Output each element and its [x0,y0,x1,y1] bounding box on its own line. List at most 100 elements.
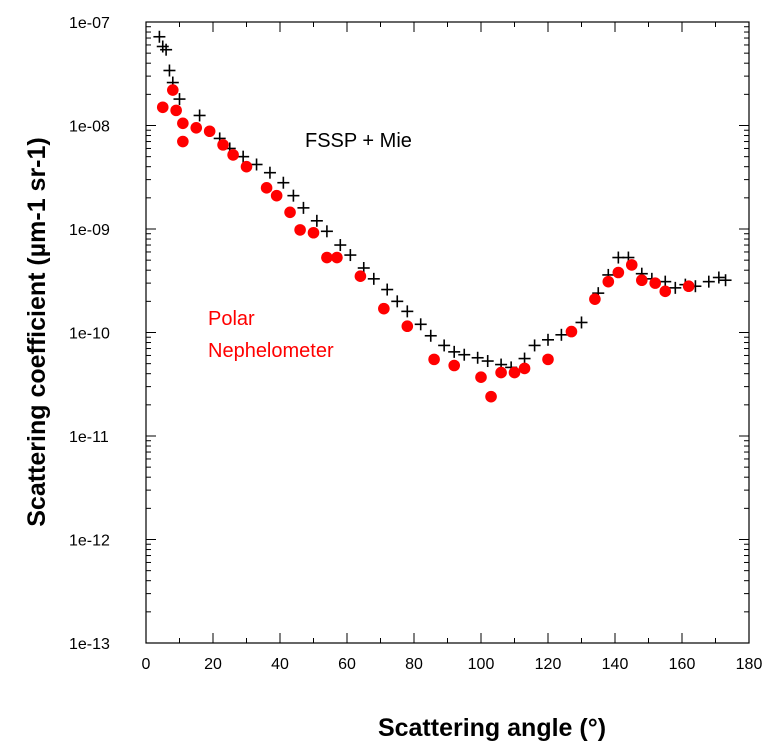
fssp-mie-point [471,351,484,364]
fssp-mie-point [334,239,347,252]
x-tick-label: 60 [338,656,356,673]
nephelometer-point [602,275,615,288]
fssp-mie-point [277,176,290,189]
x-tick-label: 100 [468,656,495,673]
x-ticks: 0 20 40 60 80 100 120 140 160 180 [142,22,762,673]
fssp-mie-point [458,348,471,361]
fssp-mie-point [297,201,310,214]
nephelometer-point [170,104,182,117]
fssp-mie-point [367,272,380,285]
annotation-polar: Polar [208,308,255,330]
plot-frame [145,21,750,644]
fssp-mie-point [163,64,176,77]
nephelometer-point [260,182,273,194]
fssp-mie-point [401,305,414,318]
fssp-mie-point [448,345,461,358]
y-tick-label: 1e-09 [69,222,110,239]
x-tick-label: 20 [204,656,222,673]
nephelometer-point [485,390,497,403]
nephelometer-point [354,270,367,282]
fssp-mie-point [612,251,625,264]
nephelometer-point [284,206,296,219]
fssp-mie-point [320,225,333,238]
nephelometer-point [448,359,461,372]
fssp-mie-point [391,295,404,308]
nephelometer-point [612,266,625,279]
nephelometer-point [495,366,507,379]
annotation-fssp-mie: FSSP + Mie [305,130,412,152]
x-tick-label: 120 [535,656,562,673]
nephelometer-point [682,280,695,293]
nephelometer-point [190,122,203,134]
nephelometer-point [270,189,283,202]
nephelometer-point [307,226,320,239]
fssp-mie-point [575,316,588,329]
nephelometer-point [203,125,216,138]
nephelometer-point [227,149,239,161]
nephelometer-point [428,353,440,366]
nephelometer-point [508,366,521,379]
nephelometer-point [331,251,343,264]
x-tick-label: 160 [669,656,696,673]
fssp-mie-point [160,43,173,56]
nephelometer-point [518,362,531,375]
nephelometer-point [625,259,638,271]
x-tick-label: 80 [405,656,423,673]
nephelometer-point [156,101,169,114]
nephelometer-point [294,224,306,236]
fssp-mie-point [263,166,276,179]
nephelometer-point [475,371,487,383]
nephelometer-point [401,320,414,333]
fssp-mie-point [518,352,531,365]
fssp-mie-point [153,30,166,43]
fssp-mie-point [555,328,568,341]
y-tick-label: 1e-08 [69,119,110,136]
fssp-mie-point [438,339,451,352]
nephelometer-point [589,293,601,305]
y-major-ticks: 1e-13 1e-12 1e-11 1e-10 1e-09 1e-08 1e-07 [69,15,749,653]
fssp-mie-series [153,30,732,374]
fssp-mie-point [719,274,732,287]
fssp-mie-point [381,283,394,296]
fssp-mie-point [528,339,541,352]
fssp-mie-point [287,189,300,202]
x-axis-title: Scattering angle (°) [378,714,606,742]
nephelometer-point [217,139,229,151]
fssp-mie-point [702,275,715,288]
y-axis-title: Scattering coefficient (µm-1 sr-1) [23,137,51,527]
nephelometer-point [636,274,648,287]
nephelometer-point [649,277,661,289]
fssp-mie-point [310,214,323,227]
nephelometer-point [659,285,672,298]
fssp-mie-point [712,271,725,284]
fssp-mie-point [542,333,554,346]
nephelometer-point [167,84,179,96]
nephelometer-point [321,251,333,264]
fssp-mie-point [250,158,263,171]
nephelometer-point [177,117,189,130]
nephelometer-point [565,325,578,338]
nephelometer-point [542,353,554,366]
x-tick-label: 0 [142,656,151,673]
y-minor-ticks [146,26,749,613]
fssp-mie-point [193,109,206,122]
fssp-mie-point [669,281,682,294]
y-tick-label: 1e-10 [69,326,110,343]
fssp-mie-point [173,93,186,106]
nephelometer-point [177,135,189,148]
polar-nephelometer-series [156,84,695,403]
fssp-mie-point [237,150,250,163]
x-tick-label: 40 [271,656,289,673]
y-tick-label: 1e-07 [69,15,110,32]
y-tick-label: 1e-12 [69,533,110,550]
fssp-mie-point [344,249,357,262]
y-tick-label: 1e-13 [69,636,110,653]
x-tick-label: 140 [602,656,629,673]
fssp-mie-point [481,355,494,368]
fssp-mie-point [156,40,169,53]
annotation-nephelometer: Nephelometer [208,340,334,362]
nephelometer-point [378,302,390,315]
fssp-mie-point [424,329,437,342]
y-tick-label: 1e-11 [69,429,109,446]
